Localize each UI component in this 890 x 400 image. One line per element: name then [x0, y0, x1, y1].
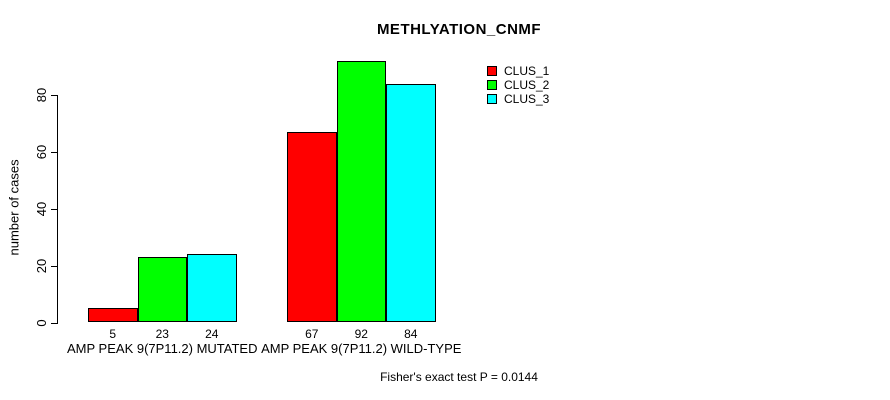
bar-value-label: 67 — [305, 327, 319, 341]
y-tick-mark — [51, 322, 58, 324]
legend-row-clus_3: CLUS_3 — [487, 93, 549, 105]
bar-clus_2-group2 — [336, 61, 386, 323]
bar-value-label: 24 — [205, 327, 219, 341]
bar-value-label: 23 — [155, 327, 169, 341]
legend-label-clus_2: CLUS_2 — [504, 78, 550, 92]
legend-label-clus_1: CLUS_1 — [504, 64, 550, 78]
chart-title: METHLYATION_CNMF — [376, 21, 542, 38]
y-tick-label: 80 — [34, 88, 49, 103]
legend-label-clus_3: CLUS_3 — [504, 92, 550, 106]
y-tick-mark — [51, 152, 58, 154]
y-tick-label: 0 — [34, 318, 49, 327]
category-label-group2: AMP PEAK 9(7P11.2) WILD-TYPE — [261, 341, 462, 356]
fisher-test-annotation: Fisher's exact test P = 0.0144 — [380, 370, 538, 384]
bar-value-label: 92 — [354, 327, 368, 341]
bar-clus_1-group1 — [88, 308, 138, 323]
bar-clus_3-group2 — [386, 83, 436, 323]
bar-value-label: 5 — [109, 327, 117, 341]
legend-swatch-clus_3 — [487, 94, 497, 104]
bar-clus_2-group1 — [137, 257, 187, 323]
bar-clus_3-group1 — [187, 254, 237, 323]
y-tick-label: 60 — [34, 144, 49, 160]
y-tick-label: 20 — [34, 258, 49, 273]
legend-row-clus_2: CLUS_2 — [487, 79, 549, 91]
y-tick-mark — [51, 265, 58, 267]
legend-row-clus_1: CLUS_1 — [487, 65, 549, 77]
bar-clus_1-group2 — [287, 132, 337, 323]
y-tick-label: 40 — [34, 201, 49, 217]
category-label-group1: AMP PEAK 9(7P11.2) MUTATED — [67, 341, 258, 356]
legend: CLUS_1 CLUS_2 CLUS_3 — [487, 65, 549, 105]
legend-swatch-clus_2 — [487, 80, 497, 90]
y-tick-mark — [51, 208, 58, 210]
legend-swatch-clus_1 — [487, 66, 497, 76]
y-axis-title: number of cases — [6, 159, 22, 256]
bar-value-label: 84 — [404, 327, 418, 341]
y-tick-mark — [51, 95, 58, 97]
